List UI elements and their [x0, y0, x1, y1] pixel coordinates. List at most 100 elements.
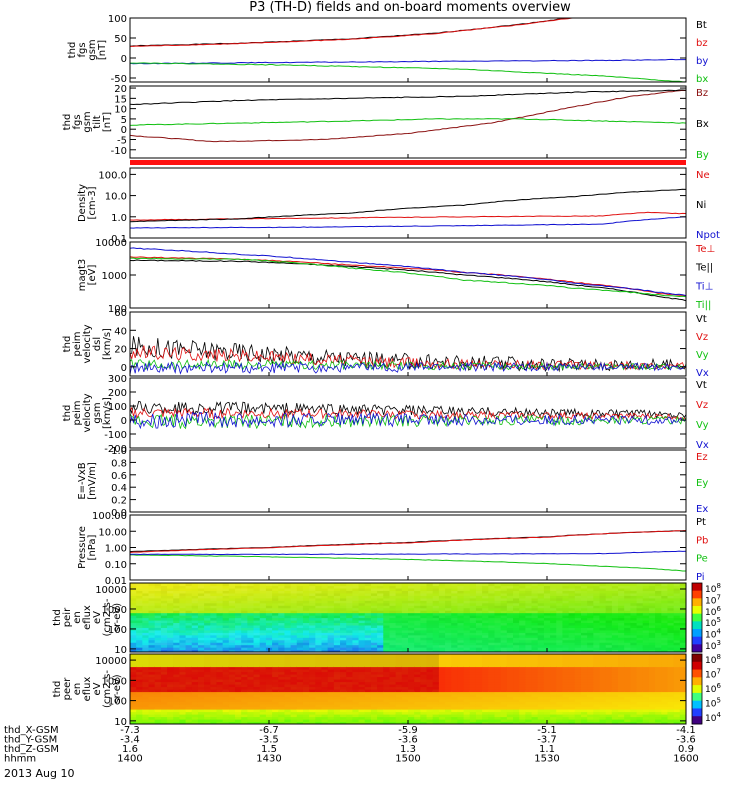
- heatmap-cell: [327, 676, 335, 680]
- heatmap-cell: [655, 642, 662, 646]
- heatmap-cell: [593, 674, 601, 678]
- heatmap-cell: [302, 622, 310, 626]
- heatmap-cell: [265, 600, 273, 604]
- heatmap-cell: [370, 701, 378, 705]
- heatmap-cell: [587, 615, 594, 619]
- heatmap-cell: [543, 590, 551, 594]
- heatmap-cell: [445, 642, 452, 646]
- heatmap-cell: [142, 666, 150, 670]
- heatmap-cell: [136, 709, 143, 713]
- heatmap-cell: [383, 686, 391, 690]
- heatmap-cell: [506, 666, 514, 670]
- heatmap-cell: [445, 684, 452, 688]
- heatmap-cell: [389, 607, 397, 611]
- heatmap-cell: [210, 706, 218, 710]
- heatmap-cell: [346, 627, 353, 631]
- heatmap-cell: [506, 637, 514, 641]
- heatmap-cell: [636, 644, 644, 648]
- heatmap-cell: [525, 686, 533, 690]
- heatmap-cell: [599, 647, 607, 651]
- heatmap-cell: [265, 619, 273, 624]
- heatmap-cell: [358, 600, 366, 604]
- heatmap-cell: [642, 607, 650, 611]
- heatmap-cell: [593, 644, 601, 648]
- heatmap-cell: [358, 607, 366, 611]
- heatmap-cell: [580, 629, 588, 633]
- heatmap-cell: [525, 624, 533, 628]
- heatmap-cell: [587, 666, 594, 670]
- heatmap-cell: [624, 629, 631, 633]
- heatmap-cell: [636, 587, 644, 591]
- legend-label: bx: [696, 74, 708, 85]
- heatmap-cell: [370, 627, 378, 631]
- heatmap-cell: [160, 619, 168, 624]
- heatmap-cell: [364, 709, 372, 713]
- heatmap-cell: [197, 642, 205, 646]
- heatmap-cell: [204, 602, 211, 606]
- heatmap-cell: [370, 610, 378, 614]
- heatmap-cell: [167, 704, 174, 708]
- heatmap-cell: [426, 699, 434, 703]
- heatmap-cell: [513, 632, 520, 636]
- heatmap-cell: [587, 595, 594, 599]
- heatmap-cell: [253, 681, 261, 685]
- heatmap-cell: [550, 647, 557, 651]
- heatmap-cell: [519, 634, 526, 638]
- heatmap-cell: [173, 664, 181, 668]
- heatmap-cell: [574, 585, 582, 589]
- heatmap-cell: [327, 605, 335, 609]
- heatmap-cell: [445, 704, 452, 708]
- heatmap-cell: [290, 686, 298, 690]
- heatmap-cell: [488, 694, 496, 698]
- heatmap-cell: [500, 602, 508, 606]
- heatmap-cell: [389, 661, 397, 665]
- heatmap-cell: [513, 699, 520, 703]
- heatmap-cell: [463, 656, 471, 660]
- heatmap-cell: [408, 656, 415, 660]
- heatmap-cell: [204, 721, 211, 724]
- heatmap-cell: [562, 592, 570, 596]
- heatmap-cell: [296, 602, 304, 606]
- heatmap-cell: [562, 694, 570, 698]
- heatmap-cell: [556, 585, 564, 589]
- heatmap-cell: [377, 656, 384, 660]
- heatmap-cell: [543, 666, 551, 670]
- heatmap-cell: [389, 602, 397, 606]
- heatmap-cell: [494, 649, 502, 652]
- heatmap-cell: [414, 656, 421, 660]
- heatmap-cell: [136, 676, 143, 680]
- heatmap-cell: [253, 656, 261, 660]
- heatmap-cell: [494, 671, 502, 675]
- heatmap-cell: [401, 590, 409, 594]
- heatmap-cell: [216, 607, 224, 611]
- heatmap-cell: [290, 721, 298, 724]
- heatmap-cell: [562, 691, 570, 695]
- heatmap-cell: [197, 706, 205, 710]
- heatmap-cell: [457, 634, 465, 638]
- heatmap-cell: [241, 610, 248, 614]
- heatmap-cell: [562, 686, 570, 690]
- heatmap-cell: [179, 607, 187, 611]
- heatmap-cell: [395, 632, 403, 636]
- heatmap-cell: [278, 644, 286, 648]
- heatmap-cell: [562, 661, 570, 665]
- heatmap-cell: [451, 647, 459, 651]
- heatmap-cell: [420, 699, 428, 703]
- heatmap-cell: [235, 694, 242, 698]
- heatmap-cell: [222, 583, 230, 587]
- heatmap-cell: [383, 587, 391, 591]
- y-tick-label: 0.4: [111, 483, 127, 494]
- heatmap-cell: [130, 637, 137, 641]
- heatmap-cell: [142, 661, 150, 665]
- heatmap-cell: [469, 659, 477, 663]
- heatmap-cell: [302, 639, 310, 643]
- heatmap-cell: [432, 684, 440, 688]
- heatmap-cell: [611, 639, 619, 643]
- heatmap-cell: [370, 647, 378, 651]
- heatmap-cell: [228, 627, 236, 631]
- heatmap-cell: [661, 637, 669, 641]
- heatmap-cell: [358, 676, 366, 680]
- heatmap-cell: [574, 590, 582, 594]
- heatmap-cell: [191, 587, 199, 591]
- heatmap-cell: [420, 627, 428, 631]
